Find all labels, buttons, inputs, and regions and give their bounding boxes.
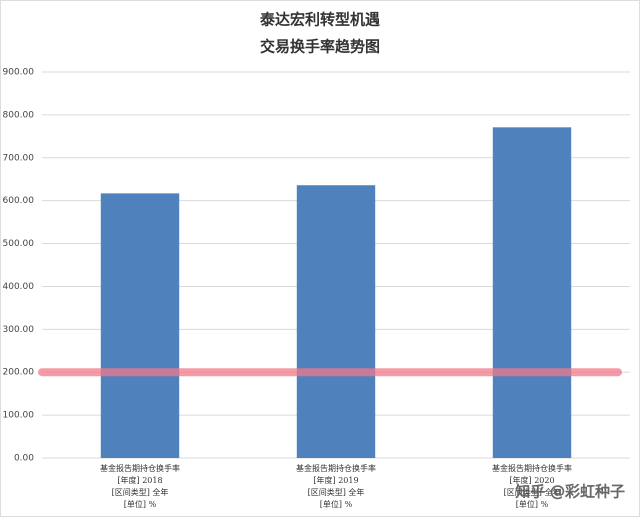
y-tick-label: 300.00 xyxy=(3,325,35,335)
x-tick-label: 基金报告期持仓换手率[年度] 2019 [区间类型] 全年[单位] % xyxy=(296,463,376,509)
bar xyxy=(100,193,180,458)
y-tick-label: 500.00 xyxy=(3,239,35,249)
y-tick-label: 800.00 xyxy=(3,110,35,120)
y-tick-label: 0.00 xyxy=(14,454,34,464)
y-tick-label: 900.00 xyxy=(3,68,35,78)
y-tick-label: 200.00 xyxy=(3,368,35,378)
x-tick-label: 基金报告期持仓换手率[年度] 2020 [区间类型] 全年[单位] % xyxy=(492,463,572,509)
chart-subtitle: 交易换手率趋势图 xyxy=(260,38,380,56)
bar xyxy=(296,185,376,458)
chart-title: 泰达宏利转型机遇 xyxy=(259,11,380,29)
y-tick-label: 400.00 xyxy=(3,282,35,292)
bar xyxy=(492,127,572,459)
y-tick-label: 600.00 xyxy=(3,196,35,206)
y-tick-label: 100.00 xyxy=(3,411,35,421)
x-tick-label: 基金报告期持仓换手率[年度] 2018 [区间类型] 全年[单位] % xyxy=(100,463,180,509)
y-tick-label: 700.00 xyxy=(3,153,35,163)
watermark: 知乎 @彩虹种子 xyxy=(515,483,625,501)
